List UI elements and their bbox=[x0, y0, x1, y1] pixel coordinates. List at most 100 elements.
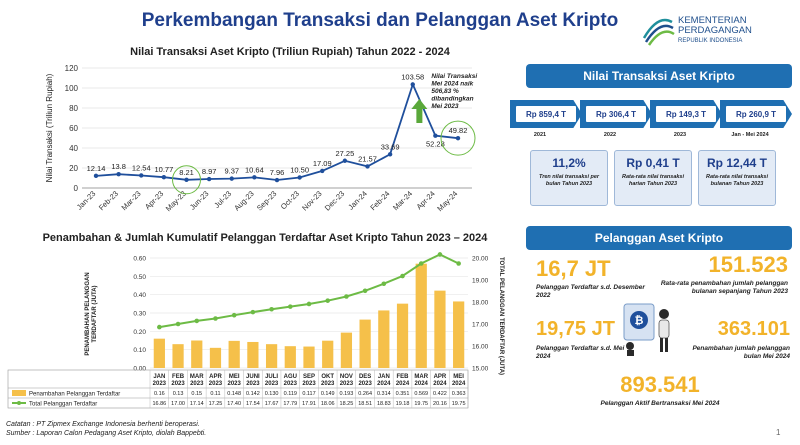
transaction-stat-value: Rp 0,41 T bbox=[626, 156, 680, 170]
x-tick-label: APR bbox=[209, 374, 222, 380]
bar-value-label: 0.264 bbox=[358, 391, 372, 397]
x-tick-label: MEI bbox=[229, 374, 240, 380]
data-point bbox=[410, 82, 415, 87]
x-tick-label: Jul-23 bbox=[212, 189, 233, 210]
stat-registered-2024-caption: Pelanggan Terdaftar s.d. Mei 2024 bbox=[536, 345, 625, 360]
transaction-stat-caption: Rata-rata nilai transaksi harian Tahun 2… bbox=[621, 174, 685, 187]
x-tick-year: 2024 bbox=[377, 381, 391, 387]
yearly-arrow-year: 2022 bbox=[603, 132, 617, 138]
total-value-label: 17.40 bbox=[227, 401, 241, 407]
total-point bbox=[157, 324, 162, 330]
data-point bbox=[387, 152, 393, 157]
x-tick-label: Sep-23 bbox=[255, 189, 278, 212]
total-value-label: 17.54 bbox=[246, 401, 260, 407]
data-label: 9.37 bbox=[224, 167, 239, 176]
highlight-circle bbox=[172, 165, 201, 195]
x-tick-year: 2023 bbox=[246, 381, 260, 387]
total-point bbox=[344, 294, 349, 299]
total-point bbox=[306, 301, 312, 307]
total-value-label: 17.91 bbox=[302, 401, 316, 407]
data-label: 10.64 bbox=[245, 165, 264, 174]
bar-value-label: 0.363 bbox=[452, 391, 466, 397]
data-label: 52.28 bbox=[426, 140, 445, 149]
x-tick-year: 2023 bbox=[227, 381, 241, 387]
x-tick-year: 2024 bbox=[396, 381, 410, 387]
yearly-arrow: Rp 306,4 T 2022 bbox=[580, 100, 652, 138]
x-tick-label: Jan-23 bbox=[75, 189, 98, 212]
bar-value-label: 0.149 bbox=[321, 391, 335, 397]
data-point bbox=[229, 176, 234, 181]
data-point bbox=[252, 175, 257, 180]
data-point bbox=[297, 175, 302, 180]
yearly-arrow: Rp 149,3 T 2023 bbox=[650, 100, 722, 138]
data-point bbox=[320, 168, 325, 174]
bar-value-label: 0.15 bbox=[191, 391, 202, 397]
stat-active-may-2024-caption: Pelanggan Aktif Bertransaksi Mei 2024 bbox=[600, 400, 720, 407]
svg-text:₿: ₿ bbox=[635, 315, 644, 327]
data-label: 7.96 bbox=[270, 168, 285, 177]
stat-registered-2022-value: 16,7 JT bbox=[536, 256, 611, 281]
total-value-label: 19.75 bbox=[452, 401, 466, 407]
y-tick-label: 100 bbox=[65, 84, 79, 93]
bar bbox=[303, 346, 315, 368]
yearly-arrow-value: Rp 306,4 T bbox=[585, 106, 647, 122]
y-left-tick-label: 0.60 bbox=[133, 256, 146, 263]
data-label: 13.8 bbox=[111, 162, 126, 171]
bar bbox=[434, 290, 446, 368]
data-label: 10.77 bbox=[154, 165, 173, 174]
crypto-user-illustration-icon: ₿ bbox=[623, 303, 670, 356]
stat-avg-monthly-growth-caption: Rata-rata penambahan jumlah pelanggan bu… bbox=[660, 280, 788, 295]
total-point bbox=[175, 321, 181, 327]
bar bbox=[153, 338, 165, 368]
yearly-arrow-box: Rp 306,4 T bbox=[580, 100, 652, 128]
yearly-arrow-value: Rp 260,9 T bbox=[725, 106, 787, 122]
legend-line-marker bbox=[17, 401, 21, 405]
bar bbox=[453, 301, 465, 368]
y-left-tick-label: 0.40 bbox=[133, 292, 146, 299]
footer-note: Catatan : PT Zipmex Exchange Indonesia b… bbox=[6, 421, 200, 428]
bar bbox=[322, 340, 334, 368]
line-chart-title: Nilai Transaksi Aset Kripto (Triliun Rup… bbox=[130, 46, 450, 58]
y-left-tick-label: 0.30 bbox=[133, 311, 146, 318]
transaction-stat-value: Rp 12,44 T bbox=[706, 156, 768, 170]
x-tick-label: FEB bbox=[397, 374, 410, 380]
y-left-tick-label: 0.10 bbox=[133, 347, 146, 354]
transaction-stat-box: 11,2% Tren nilai transaksi per bulan Tahu… bbox=[530, 150, 608, 206]
data-label: 33.69 bbox=[381, 142, 400, 151]
page-number: 1 bbox=[776, 428, 781, 437]
data-label: 49.82 bbox=[449, 126, 468, 135]
x-tick-label: JULI bbox=[265, 374, 278, 380]
y-right-tick-label: 18.00 bbox=[472, 300, 489, 307]
x-tick-label: JUNI bbox=[246, 374, 260, 380]
annotation-text: Nilai Transaksi Mei 2024 naik 506,83 % diba… bbox=[431, 73, 477, 110]
total-value-label: 19.18 bbox=[396, 401, 410, 407]
total-point bbox=[362, 288, 368, 294]
y-tick-label: 80 bbox=[69, 104, 78, 113]
total-point bbox=[437, 252, 443, 257]
bar-value-label: 0.193 bbox=[340, 391, 354, 397]
x-tick-year: 2023 bbox=[153, 381, 167, 387]
x-tick-label: FEB bbox=[172, 374, 185, 380]
bar-value-label: 0.117 bbox=[302, 391, 315, 397]
bar-value-label: 0.314 bbox=[377, 391, 391, 397]
data-label: 21.57 bbox=[358, 154, 377, 163]
x-tick-label: Feb-24 bbox=[368, 189, 391, 212]
y-left-tick-label: 0.00 bbox=[133, 366, 146, 373]
data-label: 17.09 bbox=[313, 159, 332, 168]
logo-line-2: PERDAGANGAN bbox=[678, 25, 752, 36]
data-point bbox=[93, 173, 99, 179]
total-point bbox=[418, 261, 424, 266]
stat-active-may-2024-value: 893.541 bbox=[620, 372, 700, 397]
bar-value-label: 0.351 bbox=[396, 391, 410, 397]
bar-value-label: 0.142 bbox=[246, 391, 260, 397]
x-tick-year: 2023 bbox=[209, 381, 223, 387]
highlight-circle bbox=[440, 120, 476, 156]
data-point bbox=[184, 177, 189, 182]
stat-avg-monthly-growth-value: 151.523 bbox=[708, 252, 788, 277]
x-tick-label: Oct-23 bbox=[279, 189, 301, 211]
bar bbox=[247, 341, 259, 368]
data-point bbox=[139, 173, 144, 178]
x-tick-label: Aug-23 bbox=[232, 189, 255, 212]
y-right-tick-label: 19.00 bbox=[472, 278, 489, 285]
y-tick-label: 40 bbox=[69, 144, 78, 153]
